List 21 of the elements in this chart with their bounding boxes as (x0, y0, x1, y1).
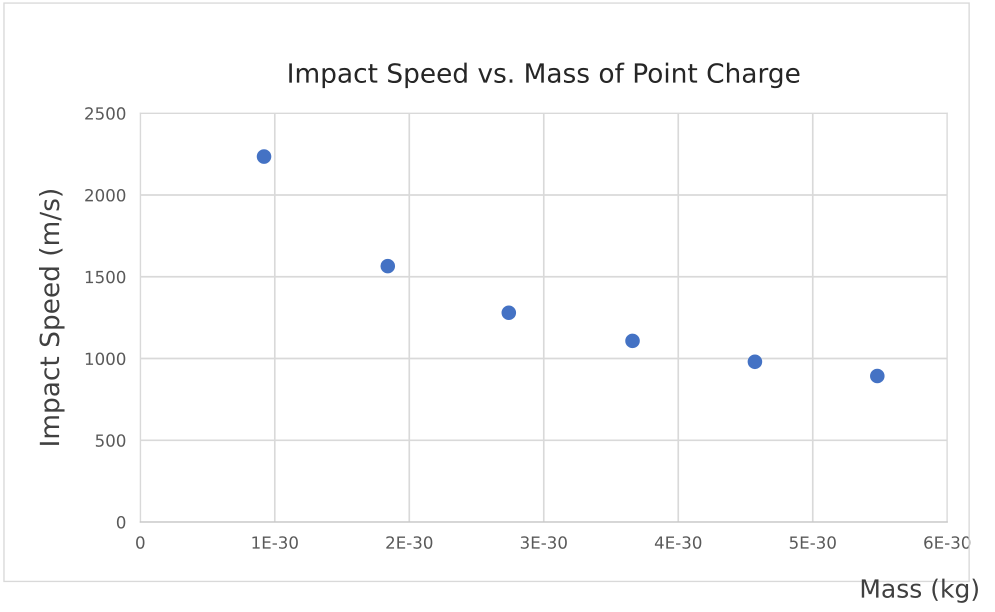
y-tick-label: 1000 (86, 352, 126, 366)
chart-title: Impact Speed vs. Mass of Point Charge (289, 62, 800, 88)
y-tick-label: 2500 (85, 107, 126, 120)
x-tick-label: 4E-30 (654, 536, 702, 549)
x-axis-title: Mass (kg) (862, 578, 978, 603)
point (870, 368, 885, 384)
point (502, 305, 516, 320)
y-tick-label: 2000 (85, 188, 126, 202)
x-tick-label: 5E-30 (790, 536, 836, 549)
y-tick-label: 0 (116, 516, 126, 529)
x-tick-label: 1E-30 (252, 536, 298, 549)
x-tick-label: 2E-30 (386, 536, 432, 549)
x-tick-label: 3E-30 (520, 536, 567, 549)
point (256, 149, 272, 164)
y-tick-label: 500 (96, 434, 126, 447)
point (625, 334, 640, 348)
point (380, 258, 396, 274)
point (748, 354, 762, 370)
y-axis-title: Impact Speed (m/s) (39, 190, 65, 445)
x-tick-label: 0 (136, 536, 144, 549)
y-tick-label: 1500 (86, 270, 126, 284)
